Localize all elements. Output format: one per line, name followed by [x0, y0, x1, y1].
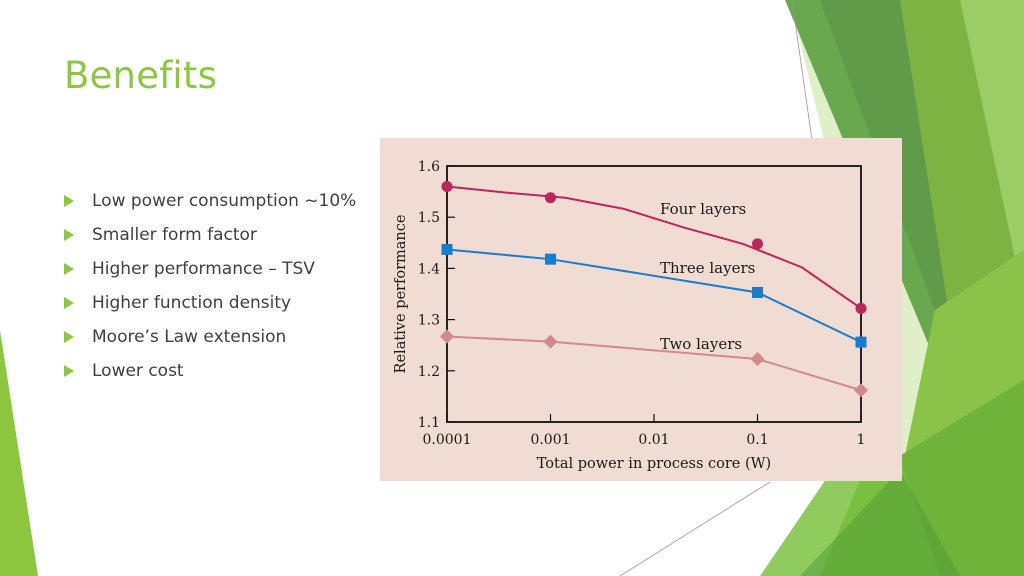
bullet-item: Lower cost	[64, 354, 356, 388]
triangle-bullet-icon	[64, 263, 74, 275]
data-point	[752, 286, 763, 298]
series-line	[446, 185, 862, 310]
data-point	[750, 352, 765, 367]
bullet-item: Moore’s Law extension	[64, 320, 356, 354]
data-point	[545, 192, 556, 204]
bullet-text: Moore’s Law extension	[92, 327, 287, 347]
data-point	[752, 238, 763, 250]
chart-image: 0.0001 0.001 0.01 0.1 1 1.1 1.2 1.3 1.4 1.5 1.6 Tot…	[380, 138, 902, 481]
data-point	[441, 180, 453, 192]
x-tick-label: 0.0001	[423, 432, 472, 448]
series-label: Two layers	[660, 335, 742, 353]
x-tick-label: 0.01	[638, 432, 669, 448]
bullet-text: Lower cost	[92, 361, 184, 381]
data-point	[545, 253, 556, 265]
bullet-text: Smaller form factor	[92, 225, 257, 245]
triangle-bullet-icon	[64, 229, 74, 241]
bullet-item: Low power consumption ~10%	[64, 184, 356, 218]
data-point	[441, 243, 453, 255]
x-tick-label: 0.001	[530, 432, 570, 448]
bullet-item: Higher function density	[64, 286, 356, 320]
data-point	[854, 383, 868, 398]
x-tick-label: 0.1	[746, 432, 768, 448]
triangle-bullet-icon	[64, 331, 74, 343]
y-tick-label: 1.4	[418, 261, 440, 277]
bullet-text: Higher function density	[92, 293, 292, 313]
series-line	[446, 248, 862, 344]
bullet-list: Low power consumption ~10% Smaller form …	[64, 184, 356, 388]
y-tick-label: 1.3	[418, 313, 440, 329]
y-axis-label: Relative performance	[393, 215, 409, 374]
data-point	[543, 334, 558, 349]
bullet-item: Higher performance – TSV	[64, 252, 356, 286]
triangle-bullet-icon	[64, 297, 74, 309]
bullet-text: Higher performance – TSV	[92, 259, 315, 279]
x-axis-label: Total power in process core (W)	[537, 456, 771, 472]
series-line	[446, 335, 862, 392]
slide-title: Benefits	[64, 54, 218, 97]
plot-frame	[446, 165, 862, 423]
y-tick-label: 1.1	[418, 415, 440, 431]
series-label: Three layers	[660, 259, 755, 277]
performance-chart: 0.0001 0.001 0.01 0.1 1 1.1 1.2 1.3 1.4 1.5 1.6 Tot…	[393, 159, 868, 472]
x-tick-label: 1	[857, 432, 866, 448]
y-tick-label: 1.5	[418, 210, 440, 226]
data-point	[440, 329, 454, 344]
y-tick-label: 1.2	[418, 364, 440, 380]
bullet-text: Low power consumption ~10%	[92, 191, 357, 211]
series-label: Four layers	[660, 200, 746, 218]
bullet-item: Smaller form factor	[64, 218, 356, 252]
triangle-bullet-icon	[64, 195, 74, 207]
data-point	[855, 336, 867, 348]
data-point	[855, 302, 867, 314]
y-tick-label: 1.6	[418, 159, 440, 175]
triangle-bullet-icon	[64, 365, 74, 377]
